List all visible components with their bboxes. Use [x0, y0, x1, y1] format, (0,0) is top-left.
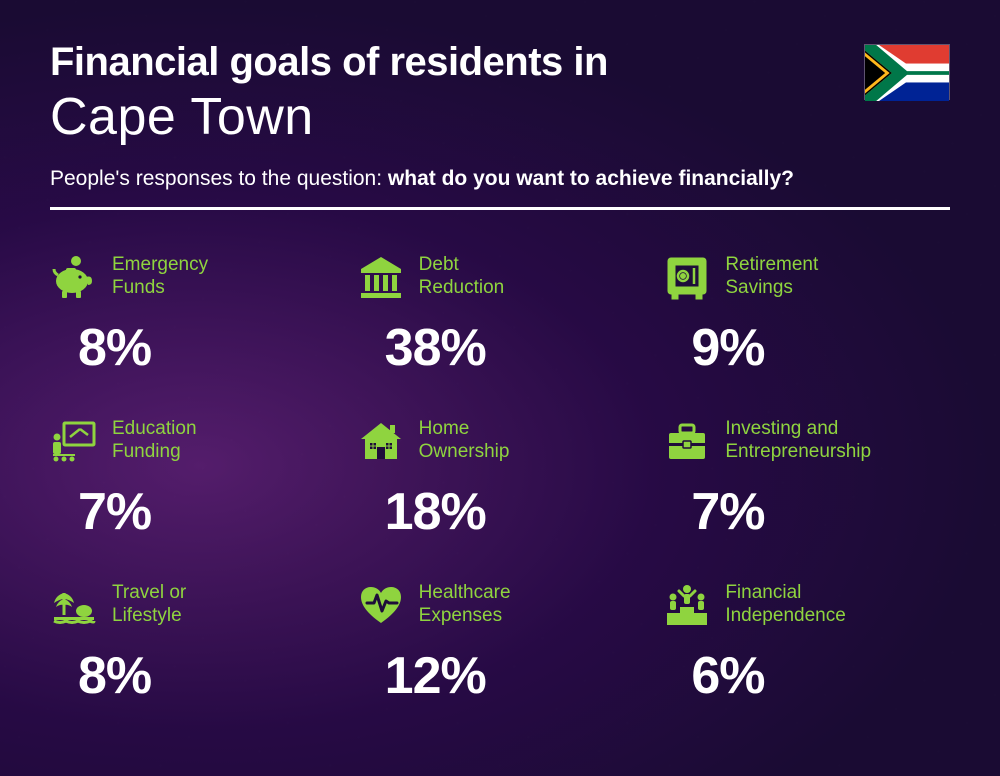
stat-education-funding: EducationFunding 7% [50, 414, 337, 542]
title-line2: Cape Town [50, 87, 950, 147]
stat-value: 8% [78, 318, 337, 378]
stat-home-ownership: HomeOwnership 18% [357, 414, 644, 542]
stat-label: EmergencyFunds [112, 254, 208, 300]
stat-label: FinancialIndependence [725, 582, 845, 628]
infographic-container: Financial goals of residents in Cape Tow… [0, 0, 1000, 736]
stat-value: 18% [385, 482, 644, 542]
divider [50, 207, 950, 210]
stat-value: 8% [78, 646, 337, 706]
header: Financial goals of residents in Cape Tow… [50, 40, 950, 210]
stat-label: Travel orLifestyle [112, 582, 186, 628]
stats-grid: EmergencyFunds 8% DebtReduction 38% Reti… [50, 250, 950, 706]
stat-label: RetirementSavings [725, 254, 818, 300]
stat-value: 7% [78, 482, 337, 542]
bank-icon [357, 253, 405, 301]
briefcase-icon [663, 417, 711, 465]
stat-investing: Investing andEntrepreneurship 7% [663, 414, 950, 542]
stat-value: 12% [385, 646, 644, 706]
subtitle: People's responses to the question: what… [50, 167, 950, 191]
piggy-bank-icon [50, 253, 98, 301]
stat-value: 6% [691, 646, 950, 706]
stat-financial-independence: FinancialIndependence 6% [663, 578, 950, 706]
stat-emergency-funds: EmergencyFunds 8% [50, 250, 337, 378]
safe-icon [663, 253, 711, 301]
stat-retirement-savings: RetirementSavings 9% [663, 250, 950, 378]
stat-label: Investing andEntrepreneurship [725, 418, 871, 464]
stat-debt-reduction: DebtReduction 38% [357, 250, 644, 378]
stat-label: HomeOwnership [419, 418, 510, 464]
south-africa-flag-icon [864, 44, 950, 100]
healthcare-icon [357, 581, 405, 629]
stat-value: 38% [385, 318, 644, 378]
stat-label: EducationFunding [112, 418, 197, 464]
house-icon [357, 417, 405, 465]
stat-value: 7% [691, 482, 950, 542]
travel-icon [50, 581, 98, 629]
stat-value: 9% [691, 318, 950, 378]
education-icon [50, 417, 98, 465]
podium-icon [663, 581, 711, 629]
stat-label: DebtReduction [419, 254, 505, 300]
stat-travel: Travel orLifestyle 8% [50, 578, 337, 706]
stat-healthcare: HealthcareExpenses 12% [357, 578, 644, 706]
title-line1: Financial goals of residents in [50, 40, 950, 85]
stat-label: HealthcareExpenses [419, 582, 511, 628]
subtitle-prefix: People's responses to the question: [50, 167, 388, 190]
subtitle-bold: what do you want to achieve financially? [388, 167, 794, 190]
